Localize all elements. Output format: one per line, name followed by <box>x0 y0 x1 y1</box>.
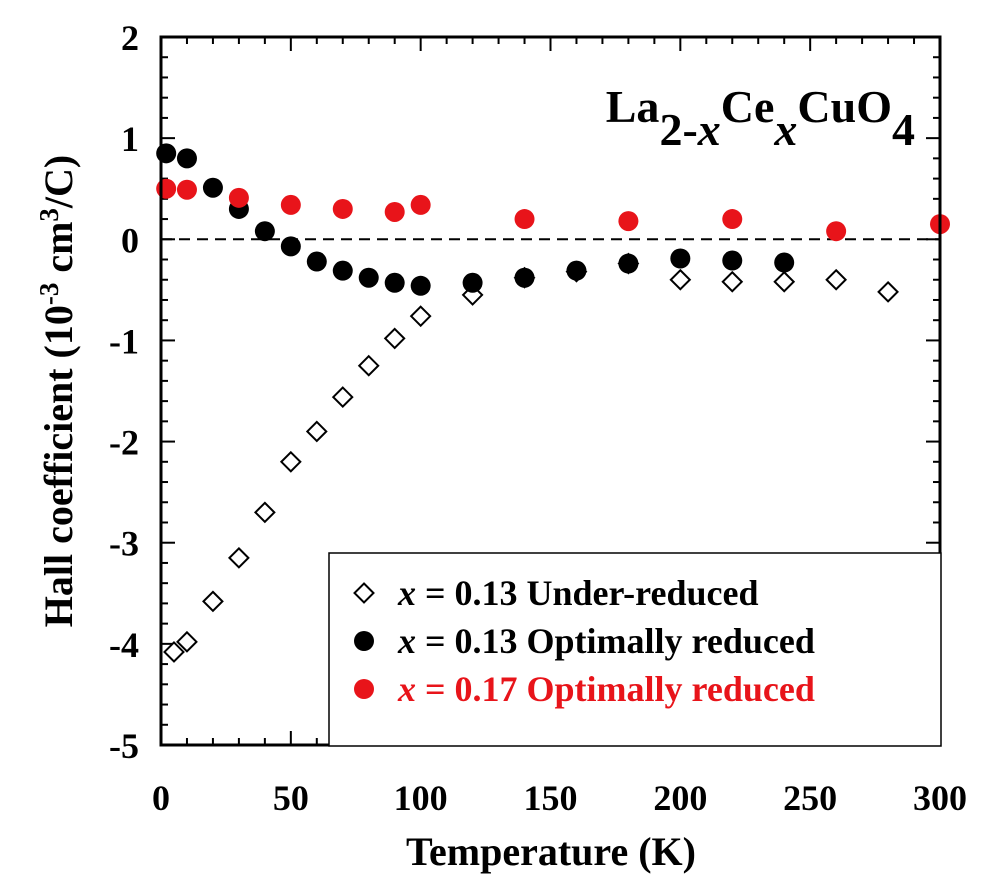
data-point <box>410 275 431 296</box>
y-tick-label: -1 <box>109 321 139 361</box>
y-tick-label: 2 <box>121 18 139 58</box>
data-point <box>176 179 197 200</box>
data-point <box>202 590 224 613</box>
data-point <box>722 209 743 230</box>
y-tick-label: -5 <box>109 726 139 766</box>
y-axis-label: Hall coefficient (10-3 cm3/C) <box>34 155 81 628</box>
legend-label-var: x <box>397 621 416 661</box>
data-point <box>514 267 535 288</box>
data-point <box>332 260 353 281</box>
data-point <box>254 221 275 242</box>
y-tick-label: -4 <box>109 625 139 665</box>
data-point <box>462 272 483 293</box>
x-tick-label: 50 <box>273 778 309 818</box>
chemical-formula: La2-xCexCuO4 <box>606 81 915 155</box>
data-point <box>176 630 198 653</box>
y-tick-label: -3 <box>109 524 139 564</box>
data-point <box>253 501 276 524</box>
data-point <box>721 270 744 293</box>
data-point <box>357 354 380 377</box>
data-point <box>618 253 639 274</box>
y-tick-label: 0 <box>121 220 139 260</box>
formula-part: 2- <box>659 104 697 155</box>
y-axis-label-main: Hall coefficient (10 <box>36 305 81 627</box>
x-tick-label: 250 <box>783 778 837 818</box>
formula-part: 4 <box>892 104 915 155</box>
data-point <box>773 270 796 293</box>
legend-marker <box>354 631 374 651</box>
data-point <box>332 198 353 219</box>
data-point <box>176 148 197 169</box>
legend-label: x = 0.17 Optimally reduced <box>397 669 815 709</box>
data-point <box>228 187 249 208</box>
data-point <box>825 268 848 291</box>
x-axis-label: Temperature (K) <box>406 829 696 874</box>
data-point <box>279 450 302 473</box>
legend-label: x = 0.13 Optimally reduced <box>397 621 815 661</box>
data-point <box>618 211 639 232</box>
data-point <box>384 201 405 222</box>
legend-label-text: = 0.13 Optimally reduced <box>416 621 815 661</box>
legend-label-var: x <box>397 669 416 709</box>
data-point <box>514 209 535 230</box>
y-tick-labels: 2 1 0 -1 -2 -3 -4 -5 <box>109 18 139 766</box>
data-point <box>280 236 301 257</box>
data-point <box>774 252 795 273</box>
formula-part: Ce <box>721 81 775 132</box>
data-point <box>202 177 223 198</box>
data-point <box>306 251 327 272</box>
legend-label-var: x <box>397 573 416 613</box>
series-1 <box>156 143 795 296</box>
formula-part: CuO <box>797 81 892 132</box>
data-point <box>566 260 587 281</box>
x-tick-labels: 0 50 100 150 200 250 300 <box>152 778 967 818</box>
series-2 <box>156 178 950 242</box>
data-point <box>227 546 250 569</box>
data-point <box>280 194 301 215</box>
legend-label-text: = 0.17 Optimally reduced <box>416 669 815 709</box>
data-point <box>410 194 431 215</box>
data-point <box>722 250 743 271</box>
y-axis-label-exp2: 3 <box>34 208 64 222</box>
x-tick-label: 300 <box>913 778 967 818</box>
data-point <box>163 641 185 663</box>
legend-box <box>328 552 942 747</box>
y-axis-label-unit: cm <box>36 222 81 283</box>
legend-label: x = 0.13 Under-reduced <box>397 573 759 613</box>
legend-marker <box>354 679 374 699</box>
x-tick-label: 150 <box>524 778 578 818</box>
y-axis-label-exp1: -3 <box>34 283 64 306</box>
x-tick-label: 200 <box>653 778 707 818</box>
data-point <box>305 420 328 443</box>
x-tick-label: 100 <box>394 778 448 818</box>
formula-part: x <box>697 104 721 155</box>
data-point <box>156 178 177 199</box>
data-points <box>156 143 950 663</box>
formula-part: La <box>606 81 660 132</box>
y-axis-label-end: /C) <box>36 155 81 209</box>
data-point <box>358 267 379 288</box>
legend-marker <box>353 582 375 604</box>
data-point <box>669 268 692 291</box>
y-tick-label: 1 <box>121 119 139 159</box>
data-point <box>384 272 405 293</box>
data-point <box>156 143 177 164</box>
data-point <box>670 248 691 269</box>
legend-label-text: = 0.13 Under-reduced <box>416 573 759 613</box>
data-point <box>877 280 899 303</box>
data-point <box>383 327 406 350</box>
data-point <box>331 386 354 408</box>
data-point <box>409 305 432 328</box>
y-tick-label: -2 <box>109 423 139 463</box>
formula-part: x <box>773 104 797 155</box>
data-point <box>826 221 847 242</box>
x-tick-label: 0 <box>152 778 170 818</box>
